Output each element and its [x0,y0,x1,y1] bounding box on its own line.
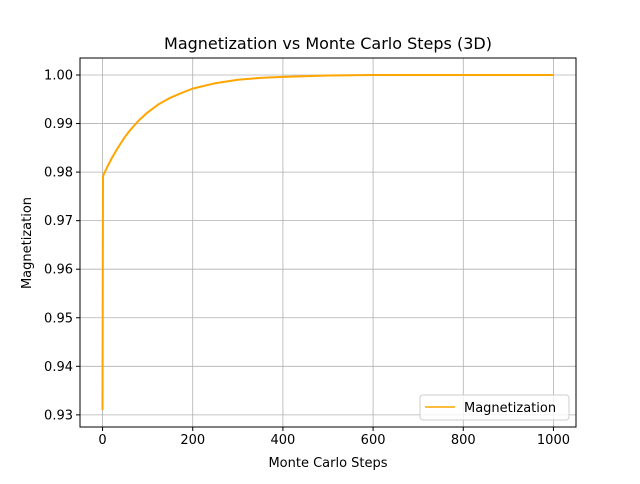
y-tick-label: 0.97 [44,214,73,229]
y-tick-label: 0.98 [44,166,73,181]
plot-frame [79,57,577,428]
y-tick-label: 1.00 [44,68,73,83]
y-tick-label: 0.94 [44,360,73,375]
y-tick-label: 0.96 [44,263,73,278]
grid [80,58,576,427]
legend: Magnetization [419,394,570,421]
x-tick-label: 1000 [537,433,570,448]
legend-label: Magnetization [464,401,556,416]
y-tick-label: 0.99 [44,117,73,132]
x-tick-label: 400 [270,433,295,448]
y-axis: 0.93 0.94 0.95 0.96 0.97 0.98 0.99 1.00 [44,68,80,423]
x-tick-label: 200 [180,433,205,448]
x-axis: 0 200 400 600 800 1000 [98,427,570,448]
y-tick-label: 0.93 [44,408,73,423]
y-axis-label: Magnetization [20,197,35,289]
y-tick-label: 0.95 [44,311,73,326]
x-axis-label: Monte Carlo Steps [268,456,387,471]
series-line-magnetization [101,74,554,411]
legend-box [419,394,570,421]
series-group [101,74,554,411]
chart-title: Magnetization vs Monte Carlo Steps (3D) [164,34,492,53]
x-tick-label: 800 [451,433,476,448]
x-tick-label: 600 [361,433,386,448]
x-tick-label: 0 [98,433,106,448]
